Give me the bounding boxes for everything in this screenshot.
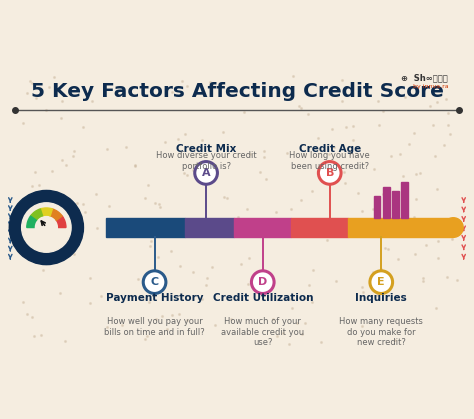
Text: How well you pay your
bills on time and in full?: How well you pay your bills on time and … xyxy=(104,317,205,336)
Circle shape xyxy=(22,203,71,252)
Circle shape xyxy=(143,271,166,293)
Text: ⊕  Sh∞न्य: ⊕ Sh∞न्य xyxy=(401,73,448,82)
Bar xyxy=(383,187,390,218)
Circle shape xyxy=(9,191,83,265)
Circle shape xyxy=(251,271,274,293)
Bar xyxy=(185,218,235,237)
Wedge shape xyxy=(40,208,53,216)
Text: B: B xyxy=(326,168,334,178)
Bar xyxy=(401,182,408,218)
Text: D: D xyxy=(258,277,267,287)
Bar xyxy=(106,218,185,237)
Circle shape xyxy=(444,218,463,237)
Wedge shape xyxy=(30,209,43,220)
Bar xyxy=(235,218,291,237)
Text: C: C xyxy=(151,277,159,287)
Text: 5 Key Factors Affecting Credit Score: 5 Key Factors Affecting Credit Score xyxy=(30,82,444,101)
Bar xyxy=(291,218,348,237)
Text: Inquiries: Inquiries xyxy=(356,293,407,303)
Text: How many requests
do you make for
new credit?: How many requests do you make for new cr… xyxy=(339,317,423,347)
Text: Payment History: Payment History xyxy=(106,293,203,303)
Text: How diverse your credit
portfolio is?: How diverse your credit portfolio is? xyxy=(156,151,256,171)
Circle shape xyxy=(370,271,392,293)
Text: Credit Mix: Credit Mix xyxy=(176,144,236,154)
Wedge shape xyxy=(27,216,36,228)
Text: How long you have
been using credit?: How long you have been using credit? xyxy=(289,151,370,171)
Text: Credit Age: Credit Age xyxy=(299,144,361,154)
Text: A: A xyxy=(202,168,210,178)
Bar xyxy=(348,218,454,237)
Text: E: E xyxy=(377,277,385,287)
Bar xyxy=(374,196,380,218)
Text: Credit Utilization: Credit Utilization xyxy=(212,293,313,303)
Circle shape xyxy=(319,162,341,184)
Circle shape xyxy=(195,162,218,184)
Wedge shape xyxy=(56,216,66,228)
Wedge shape xyxy=(50,209,62,220)
Text: How much of your
available credit you
use?: How much of your available credit you us… xyxy=(221,317,304,347)
Bar xyxy=(392,191,399,218)
Text: by innva.ra: by innva.ra xyxy=(412,84,448,89)
